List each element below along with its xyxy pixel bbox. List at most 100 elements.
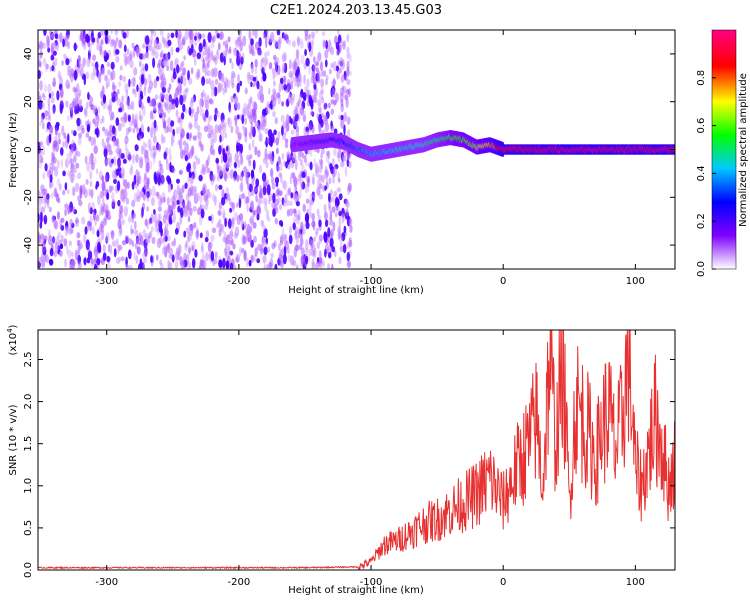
spectrogram-noise-cell — [156, 219, 161, 225]
spectrogram-noise-cell — [96, 230, 100, 238]
spectrogram-noise-cell — [313, 236, 316, 243]
spectrogram-noise-cell — [131, 199, 136, 208]
spectrogram-noise-cell — [270, 167, 273, 177]
spectrogram-noise-cell — [240, 56, 244, 65]
spectrogram-noise-cell — [200, 144, 204, 152]
spectrogram-noise-cell — [323, 114, 326, 125]
spectrogram-noise-cell — [338, 114, 342, 121]
spectrogram-noise-cell — [267, 129, 273, 138]
spectrogram-noise-cell — [317, 178, 321, 189]
spectrogram-noise-cell — [308, 64, 311, 75]
spectrogram-noise-cell — [97, 106, 101, 115]
spectrogram-noise-cell — [86, 124, 90, 133]
spectrogram-noise-cell — [202, 38, 206, 48]
spectrogram-noise-cell — [318, 103, 322, 113]
spectrogram-noise-cell — [335, 41, 340, 51]
spectrogram-noise-cell — [336, 198, 340, 207]
spectrogram-noise-cell — [128, 151, 132, 162]
spectrogram-noise-cell — [221, 223, 225, 234]
spectrogram-noise-cell — [274, 176, 280, 184]
spectrogram-noise-cell — [153, 30, 157, 37]
spectrogram-noise-cell — [85, 71, 90, 80]
spectrogram-noise-cell — [146, 193, 150, 202]
spectrogram-noise-cell — [153, 78, 158, 89]
spectrogram-noise-cell — [90, 136, 95, 147]
spectrogram-noise-cell — [133, 118, 138, 129]
spectrogram-y-tick-label: 40 — [23, 48, 34, 61]
spectrogram-noise-cell — [195, 192, 200, 202]
spectrogram-noise-cell — [345, 88, 350, 95]
spectrogram-noise-cell — [146, 191, 150, 199]
spectrogram-noise-cell — [100, 39, 104, 45]
spectrogram-noise-cell — [152, 153, 156, 165]
spectrogram-noise-cell — [164, 235, 168, 242]
spectrogram-noise-cell — [147, 126, 150, 133]
spectrogram-noise-cell — [222, 152, 228, 163]
spectrogram-noise-cell — [265, 30, 269, 34]
spectrogram-noise-cell — [240, 248, 245, 253]
spectrogram-noise-cell — [277, 156, 281, 165]
spectrogram-noise-cell — [320, 78, 325, 88]
spectrogram-noise-cell — [46, 41, 50, 50]
spectrogram-noise-cell — [174, 97, 179, 108]
spectrogram-noise-cell — [172, 167, 176, 174]
spectrogram-noise-cell — [93, 263, 98, 269]
spectrogram-noise-cell — [337, 147, 342, 158]
spectrogram-noise-cell — [290, 192, 294, 199]
spectrogram-noise-cell — [179, 94, 184, 106]
spectrogram-noise-cell — [271, 201, 276, 209]
spectrogram-noise-cell — [69, 174, 74, 180]
spectrogram-noise-cell — [192, 205, 197, 212]
spectrogram-noise-cell — [239, 80, 243, 87]
spectrogram-noise-cell — [283, 180, 288, 191]
spectrogram-noise-cell — [185, 240, 189, 248]
spectrogram-noise-cell — [88, 155, 93, 165]
snr-x-tick-label: 0 — [500, 577, 506, 588]
snr-y-tick-label: 2.0 — [23, 394, 34, 410]
spectrogram-noise-cell — [48, 133, 52, 144]
spectrogram-noise-cell — [271, 182, 276, 190]
spectrogram-noise-cell — [184, 182, 188, 189]
spectrogram-noise-cell — [81, 216, 86, 225]
spectrogram-noise-cell — [328, 205, 332, 212]
spectrogram-noise-cell — [249, 49, 254, 55]
spectrogram-noise-cell — [133, 251, 136, 261]
spectrogram-noise-cell — [305, 247, 309, 255]
spectrogram-noise-cell — [100, 90, 103, 99]
spectrogram-noise-cell — [346, 33, 350, 43]
spectrogram-noise-cell — [218, 42, 221, 51]
spectrogram-noise-cell — [241, 170, 244, 178]
spectrogram-noise-cell — [304, 30, 309, 37]
spectrogram-noise-cell — [324, 49, 329, 59]
spectrogram-noise-cell — [260, 220, 265, 227]
spectrogram-noise-cell — [227, 218, 232, 229]
spectrogram-noise-cell — [288, 70, 293, 78]
spectrogram-noise-cell — [151, 46, 156, 55]
spectrogram-noise-cell — [268, 61, 273, 70]
spectrogram-x-tick-label: -100 — [360, 276, 383, 287]
spectrogram-noise-cell — [258, 37, 262, 48]
spectrogram-noise-cell — [293, 193, 298, 204]
spectrogram-noise-cell — [278, 172, 282, 178]
spectrogram-noise-cell — [348, 236, 352, 248]
spectrogram-noise-cell — [166, 209, 170, 221]
spectrogram-noise-cell — [223, 247, 228, 257]
spectrogram-noise-cell — [238, 197, 242, 209]
spectrogram-noise-cell — [333, 166, 337, 177]
spectrogram-noise-cell — [102, 252, 107, 261]
spectrogram-noise-cell — [236, 202, 239, 208]
spectrogram-noise-cell — [113, 248, 117, 258]
spectrogram-noise-cell — [74, 249, 79, 261]
spectrogram-noise-cell — [348, 160, 352, 169]
spectrogram-noise-cell — [252, 210, 256, 218]
spectrogram-noise-cell — [130, 228, 134, 234]
spectrogram-noise-cell — [149, 230, 153, 239]
spectrogram-noise-cell — [44, 197, 47, 209]
spectrogram-noise-cell — [124, 235, 128, 243]
spectrogram-noise-cell — [250, 169, 255, 179]
spectrogram-noise-cell — [67, 249, 72, 259]
spectrogram-noise-cell — [191, 223, 194, 231]
spectrogram-noise-cell — [80, 63, 84, 70]
spectrogram-noise-cell — [100, 227, 104, 233]
spectrogram-noise-cell — [160, 67, 165, 75]
